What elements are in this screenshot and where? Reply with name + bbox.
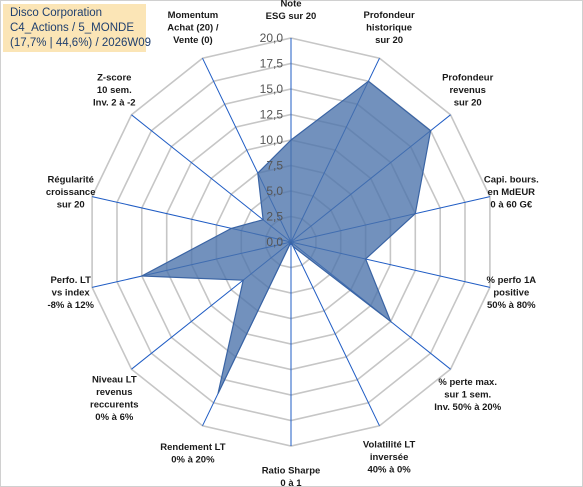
axis-label: Niveau LT revenus reccurents 0% à 6%	[90, 374, 139, 423]
radar-spoke	[290, 241, 380, 427]
tick-label: 10,0	[260, 133, 284, 147]
title-period: (17,7% | 44,6%) / 2026W09	[10, 37, 152, 49]
title-portfolio: C4_Actions / 5_MONDE	[10, 22, 134, 34]
tick-label: 17,5	[260, 57, 284, 71]
axis-label: Profondeur historique sur 20	[363, 10, 414, 46]
title-company: Disco Corporation	[10, 7, 103, 19]
axis-label: % perfo 1A positive 50% à 80%	[486, 275, 536, 311]
axis-label: Rendement LT 0% à 20%	[160, 442, 225, 466]
radar-series	[139, 80, 432, 394]
tick-label: 15,0	[260, 82, 284, 96]
axis-label: Momentum Achat (20) / Vente (0)	[167, 10, 219, 46]
axis-label: Capi. bours. en MdEUR 0 à 60 G€	[484, 175, 539, 211]
tick-label: 2,5	[266, 210, 283, 224]
axis-label: Note ESG sur 20	[266, 0, 317, 22]
chart-title-box: Disco Corporation C4_Actions / 5_MONDE (…	[3, 4, 152, 52]
series-area	[139, 80, 432, 394]
radar-tick-labels: 0,0 2,5 5,0 7,5 10,0 12,5 15,0 17,5 20,0	[260, 31, 284, 249]
tick-label: 20,0	[260, 31, 284, 45]
tick-label: 0,0	[266, 235, 283, 249]
axis-label: % perte max. sur 1 sem. Inv. 50% à 20%	[434, 377, 501, 413]
axis-label: Régularité croissance sur 20	[46, 175, 96, 211]
axis-label: Perfo. LT vs index -8% à 12%	[47, 275, 94, 311]
radar-axis-labels: Note ESG sur 20 Profondeur historique sur 20…	[46, 0, 539, 487]
axis-label: Volatilité LT inversée 40% à 0%	[363, 440, 416, 476]
axis-label: Z-score 10 sem. Inv. 2 à -2	[93, 73, 136, 109]
axis-label: Ratio Sharpe 0 à 1	[262, 466, 321, 487]
tick-label: 12,5	[260, 108, 284, 122]
tick-label: 7,5	[266, 159, 283, 173]
axis-label: Profondeur revenus sur 20	[442, 73, 493, 109]
tick-label: 5,0	[266, 184, 283, 198]
